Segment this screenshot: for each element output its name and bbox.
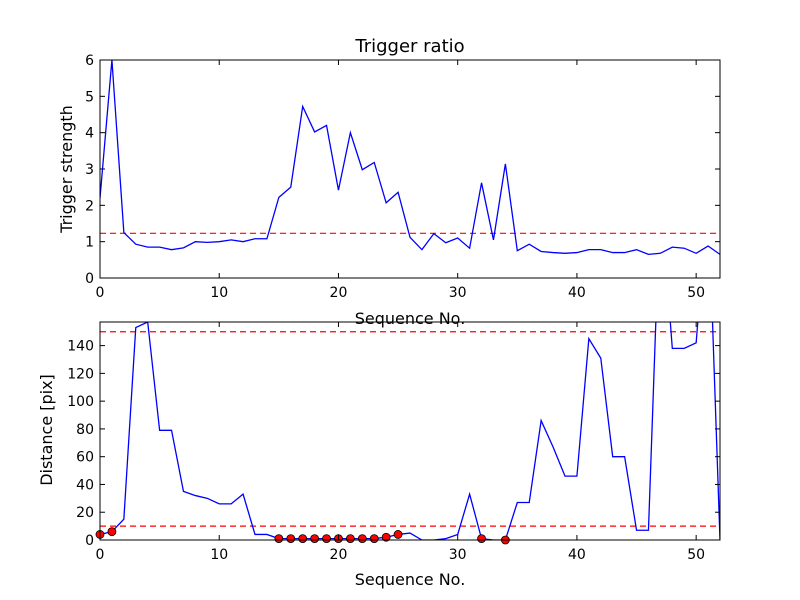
trigger-strength-series [100, 60, 720, 256]
x-tick-label: 40 [568, 285, 586, 301]
distance-series [100, 322, 720, 540]
series-line [100, 60, 720, 256]
data-point-marker [310, 534, 320, 544]
y-tick-label: 80 [76, 422, 94, 438]
y-tick-label: 60 [76, 450, 94, 466]
x-tick-label: 30 [449, 547, 467, 563]
x-tick-label: 40 [568, 547, 586, 563]
red-markers [95, 527, 510, 545]
y-tick-label: 140 [67, 339, 94, 355]
data-point-marker [298, 534, 308, 544]
data-point-marker [477, 534, 486, 544]
x-axis-label: Sequence No. [355, 570, 466, 589]
distance-chart: 0 10 20 30 40 50 0 20 40 60 80 100 120 140 Sequence … [37, 321, 721, 589]
data-point-marker [322, 534, 331, 544]
y-tick-label: 2 [85, 198, 94, 214]
data-point-marker [107, 527, 117, 537]
x-tick-label: 10 [210, 285, 228, 301]
x-axis-ticks: 0 10 20 30 40 50 [96, 60, 705, 301]
data-point-marker [393, 530, 403, 539]
data-point-marker [345, 534, 355, 544]
y-tick-label: 0 [85, 271, 94, 287]
x-tick-label: 50 [687, 547, 705, 563]
y-axis-ticks: 0 20 40 60 80 100 120 140 [67, 339, 720, 549]
x-tick-label: 20 [330, 547, 348, 563]
y-tick-label: 5 [85, 89, 94, 105]
data-point-marker [286, 534, 296, 544]
y-axis-ticks: 0 1 2 3 4 5 6 [85, 53, 720, 287]
x-tick-label: 10 [210, 547, 228, 563]
threshold-lines [100, 331, 720, 527]
data-point-marker [369, 534, 379, 544]
y-tick-label: 40 [76, 477, 94, 493]
x-tick-label: 30 [449, 285, 467, 301]
y-tick-label: 120 [67, 366, 94, 382]
chart-title: Trigger ratio [354, 36, 464, 57]
y-axis-label: Distance [pix] [37, 374, 56, 486]
x-axis-label: Sequence No. [355, 309, 466, 328]
y-axis-label: Trigger strength [57, 105, 76, 234]
y-tick-label: 4 [85, 126, 94, 142]
x-tick-label: 0 [96, 547, 105, 563]
y-tick-label: 6 [85, 53, 94, 69]
trigger-ratio-chart: 0 10 20 30 40 50 0 1 2 3 4 5 6 Trigger ratio Sequen… [57, 36, 721, 328]
y-tick-label: 1 [85, 235, 94, 251]
y-tick-label: 3 [85, 162, 94, 178]
x-tick-label: 50 [687, 285, 705, 301]
data-point-marker [381, 532, 391, 542]
data-point-marker [357, 534, 367, 544]
y-tick-label: 0 [85, 533, 94, 549]
series-line [100, 322, 720, 540]
y-tick-label: 20 [76, 505, 94, 521]
data-point-marker [274, 534, 284, 544]
x-tick-label: 0 [96, 285, 105, 301]
y-tick-label: 100 [67, 394, 94, 410]
x-tick-label: 20 [330, 285, 348, 301]
x-axis-ticks: 0 10 20 30 40 50 [96, 322, 705, 563]
plot-frame [99, 321, 721, 541]
